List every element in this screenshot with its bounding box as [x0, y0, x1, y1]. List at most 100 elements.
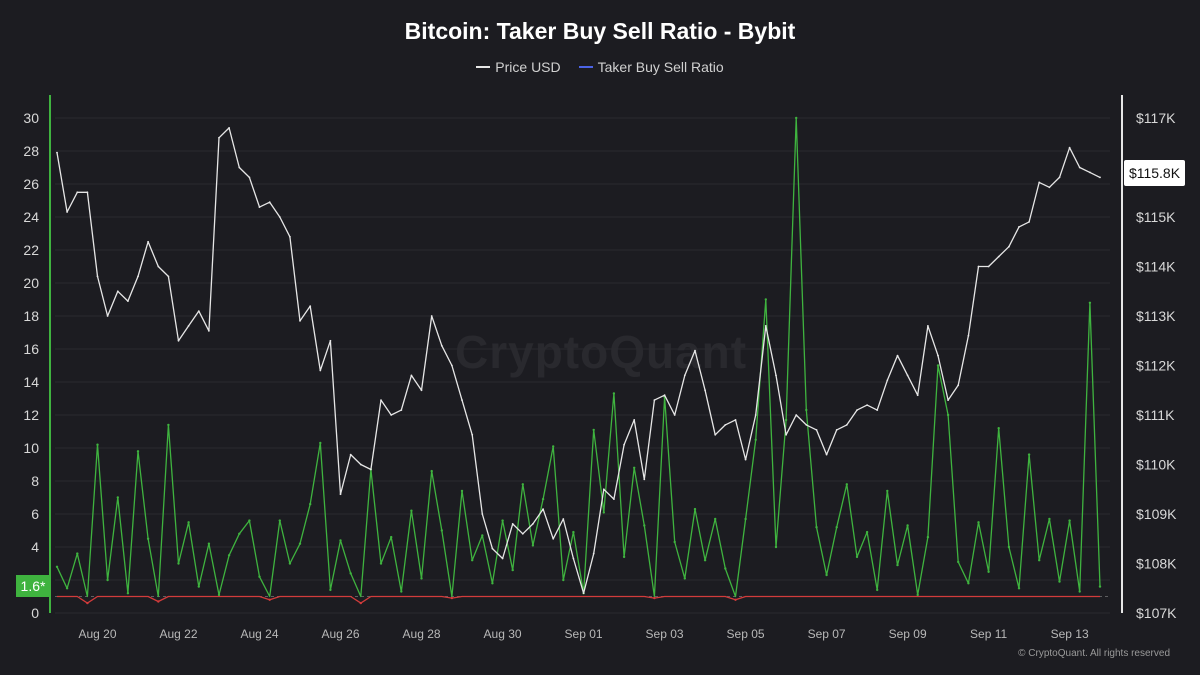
- ratio-point: [157, 600, 160, 603]
- price-point: [289, 235, 291, 238]
- ratio-point: [957, 560, 960, 564]
- price-point: [623, 443, 625, 446]
- price-point: [370, 468, 372, 471]
- price-point: [440, 344, 443, 347]
- y-tick-label-right: $109K: [1136, 506, 1177, 522]
- ratio-point: [815, 526, 818, 529]
- price-point: [916, 394, 919, 397]
- ratio-point: [754, 438, 757, 441]
- price-point: [845, 424, 848, 426]
- chart-title: Bitcoin: Taker Buy Sell Ratio - Bybit: [404, 18, 796, 44]
- price-point: [977, 265, 980, 268]
- ratio-point: [653, 596, 656, 600]
- ratio-point: [390, 535, 393, 539]
- price-point: [694, 349, 696, 352]
- x-tick-label: Aug 20: [78, 627, 116, 641]
- ratio-point: [1058, 580, 1061, 583]
- ratio-point: [1048, 517, 1051, 521]
- y-tick-label-left: 6: [31, 506, 39, 522]
- price-point: [177, 339, 180, 342]
- ratio-point: [1038, 559, 1041, 562]
- x-tick-label: Sep 07: [808, 627, 846, 641]
- price-point: [258, 206, 261, 209]
- ratio-point: [531, 544, 535, 547]
- price-point: [349, 453, 352, 456]
- y-tick-label-left: 16: [23, 341, 39, 357]
- ratio-point: [481, 534, 484, 537]
- ratio-point: [521, 483, 524, 486]
- price-point: [238, 166, 241, 169]
- ratio-point: [379, 562, 383, 565]
- ratio-point: [339, 539, 342, 542]
- watermark: CryptoQuant: [455, 326, 748, 378]
- x-tick-label: Sep 13: [1051, 627, 1089, 641]
- ratio-point: [805, 408, 808, 412]
- ratio-point: [1068, 519, 1071, 522]
- ratio-point: [460, 489, 464, 493]
- price-point: [805, 424, 808, 426]
- ratio-point: [724, 567, 727, 570]
- price-point: [775, 374, 777, 377]
- price-point: [521, 532, 524, 535]
- price-point: [1068, 146, 1071, 149]
- ratio-point: [65, 587, 69, 590]
- ratio-point: [471, 559, 474, 562]
- price-point: [1028, 221, 1030, 223]
- ratio-point: [683, 577, 686, 580]
- y-tick-label-left: 12: [23, 407, 39, 423]
- price-point: [957, 384, 960, 387]
- price-point: [359, 463, 362, 466]
- x-tick-label: Aug 22: [159, 627, 197, 641]
- price-point: [451, 364, 453, 367]
- y-tick-label-right: $112K: [1136, 358, 1176, 374]
- price-point: [299, 320, 301, 322]
- y-tick-label-left: 26: [23, 176, 39, 192]
- ratio-point: [248, 519, 251, 522]
- y-tick-label-right: $110K: [1136, 457, 1176, 473]
- ratio-point: [967, 582, 970, 585]
- ratio-point: [552, 445, 555, 448]
- x-tick-label: Aug 28: [403, 627, 441, 641]
- price-point: [967, 334, 970, 337]
- price-point: [127, 300, 129, 302]
- ratio-point: [876, 588, 879, 592]
- ratio-point: [76, 552, 79, 555]
- price-point: [66, 211, 68, 213]
- price-point: [886, 379, 889, 382]
- ratio-point: [410, 509, 413, 512]
- price-series-line: [56, 127, 1101, 594]
- price-point: [896, 354, 899, 357]
- current-ratio-badge: 1.6*: [16, 575, 50, 597]
- price-point: [56, 151, 58, 154]
- ratio-point: [764, 298, 767, 301]
- y-tick-label-right: $108K: [1136, 556, 1177, 572]
- price-point: [542, 508, 544, 510]
- ratio-point: [298, 542, 302, 545]
- ratio-point: [916, 593, 919, 597]
- price-point: [76, 191, 79, 194]
- x-tick-label: Sep 05: [727, 627, 765, 641]
- ratio-point: [420, 577, 423, 580]
- price-point: [532, 523, 534, 525]
- price-point: [157, 265, 160, 268]
- ratio-point: [430, 469, 433, 473]
- price-point: [511, 523, 514, 525]
- ratio-point: [207, 542, 211, 545]
- legend-item-ratio[interactable]: Taker Buy Sell Ratio: [578, 59, 724, 75]
- price-point: [278, 216, 281, 218]
- price-point: [856, 409, 858, 411]
- price-point: [116, 290, 119, 293]
- ratio-point: [136, 450, 140, 453]
- ratio-point: [906, 524, 909, 527]
- price-point: [410, 374, 413, 377]
- price-point: [339, 493, 342, 496]
- ratio-point: [622, 555, 626, 559]
- y-tick-label-left: 0: [31, 605, 39, 621]
- price-point: [835, 429, 838, 431]
- y-tick-label-right: $111K: [1136, 407, 1175, 423]
- ratio-point: [126, 592, 130, 595]
- price-point: [501, 557, 504, 560]
- price-point: [218, 136, 220, 139]
- legend-item-price[interactable]: Price USD: [476, 59, 561, 75]
- ratio-point: [541, 497, 545, 501]
